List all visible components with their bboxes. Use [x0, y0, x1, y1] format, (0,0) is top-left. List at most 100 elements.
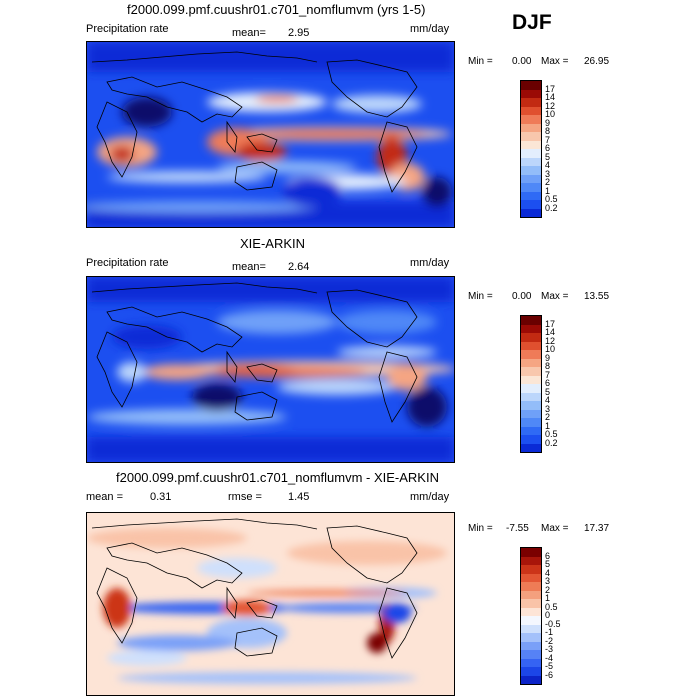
colorbar-segment [521, 140, 541, 149]
colorbar-tick-label: 4 [545, 395, 551, 405]
colorbar-segment [521, 191, 541, 200]
colorbar-tick-label: 0.2 [545, 202, 558, 213]
colorbar-segment [521, 157, 541, 166]
colorbar-segment [521, 556, 541, 565]
colorbar-tick-label: 4 [545, 160, 551, 170]
colorbar-tick-label: 10 [545, 344, 556, 354]
panel-3-rmse-label: rmse = [228, 491, 262, 503]
colorbar-segment [521, 149, 541, 158]
colorbar-segment [521, 132, 541, 141]
colorbar-tick-label: 0 [545, 610, 551, 620]
panel-1-units: mm/day [410, 23, 450, 35]
colorbar-segment [521, 650, 541, 659]
colorbar-segment [521, 324, 541, 333]
panel-1-title: f2000.099.pmf.cuushr01.c701_nomflumvm (y… [127, 2, 426, 17]
colorbar-segment [521, 350, 541, 359]
panel-2-min-label: Min = [468, 291, 493, 302]
panel-1-mean-value: 2.95 [288, 27, 310, 39]
colorbar-tick-label: 5 [545, 559, 551, 569]
colorbar-segment [521, 582, 541, 591]
colorbar-segment [521, 183, 541, 192]
panel-1-colorbar [520, 80, 542, 218]
panel-3-title: f2000.099.pmf.cuushr01.c701_nomflumvm - … [116, 470, 439, 485]
colorbar-segment [521, 316, 541, 325]
colorbar-tick-label: 5 [545, 151, 551, 162]
colorbar-segment [521, 200, 541, 209]
panel-2-map-svg [86, 276, 455, 463]
colorbar-segment [521, 392, 541, 401]
colorbar-segment [521, 166, 541, 175]
panel-3-mean-label: mean = [86, 491, 123, 503]
colorbar-tick-label: 2 [545, 177, 551, 187]
colorbar-segment [521, 418, 541, 427]
colorbar-segment [521, 341, 541, 350]
colorbar-tick-label: 4 [545, 567, 551, 578]
colorbar-tick-label: 9 [545, 352, 551, 363]
colorbar-tick-label: 12 [545, 335, 556, 346]
colorbar-segment [521, 409, 541, 418]
colorbar-tick-label: 10 [545, 109, 556, 119]
colorbar-segment [521, 675, 541, 684]
panel-1-max-label: Max = [541, 56, 569, 67]
panel-3-mean-value: 0.31 [150, 491, 172, 503]
colorbar-tick-label: 0.5 [545, 429, 558, 439]
panel-3-map-svg [86, 512, 455, 696]
panel-1-field-label: Precipitation rate [86, 23, 169, 35]
panel-2-mean-value: 2.64 [288, 261, 310, 273]
panel-2-map [86, 276, 455, 463]
colorbar-tick-label: 9 [545, 117, 551, 128]
colorbar-segment [521, 641, 541, 650]
panel-2-mean-label: mean= [232, 261, 266, 273]
colorbar-tick-label: 1 [545, 593, 551, 603]
colorbar-segment [521, 174, 541, 183]
colorbar-segment [521, 443, 541, 452]
colorbar-segment [521, 658, 541, 667]
colorbar-segment [521, 115, 541, 124]
colorbar-segment [521, 599, 541, 608]
colorbar-tick-label: 2 [545, 412, 551, 422]
colorbar-tick-label: 8 [545, 126, 551, 136]
colorbar-segment [521, 89, 541, 98]
panel-2-min-value: 0.00 [512, 291, 532, 302]
panel-3-map [86, 512, 455, 696]
colorbar-segment [521, 565, 541, 574]
panel-3-rmse-value: 1.45 [288, 491, 310, 503]
panel-2-units: mm/day [410, 257, 450, 269]
panel-3-colorbar [520, 547, 542, 685]
colorbar-tick-label: 5 [545, 386, 551, 397]
colorbar-segment [521, 81, 541, 90]
colorbar-tick-label: 3 [545, 576, 551, 586]
colorbar-tick-label: -4 [545, 652, 554, 663]
colorbar-segment [521, 384, 541, 393]
colorbar-segment [521, 590, 541, 599]
colorbar-tick-label: -2 [545, 635, 554, 646]
panel-3-units: mm/day [410, 491, 450, 503]
panel-1-max-value: 26.95 [584, 56, 610, 67]
panel-1-map-svg [86, 41, 455, 228]
colorbar-tick-label: -3 [545, 644, 554, 654]
colorbar-tick-label: 3 [545, 168, 551, 179]
panel-3-min-label: Min = [468, 523, 493, 534]
season-label: DJF [512, 11, 552, 34]
panel-2-field-label: Precipitation rate [86, 257, 169, 269]
colorbar-tick-label: 17 [545, 83, 556, 94]
panel-1-min-label: Min = [468, 56, 493, 67]
panel-1-map [86, 41, 455, 228]
colorbar-tick-label: 2 [545, 584, 551, 595]
colorbar-tick-label: 0.5 [545, 601, 558, 612]
colorbar-segment [521, 375, 541, 384]
colorbar-tick-label: 1 [545, 420, 551, 431]
colorbar-segment [521, 633, 541, 642]
colorbar-segment [521, 426, 541, 435]
colorbar-segment [521, 667, 541, 676]
colorbar-tick-label: 7 [545, 134, 551, 145]
panel-1-min-value: 0.00 [512, 56, 532, 67]
colorbar-segment [521, 401, 541, 410]
colorbar-segment [521, 333, 541, 342]
colorbar-segment [521, 123, 541, 132]
colorbar-segment [521, 106, 541, 115]
colorbar-tick-label: 6 [545, 378, 551, 388]
colorbar-segment [521, 548, 541, 557]
panel-3-max-value: 17.37 [584, 523, 610, 534]
panel-2-max-value: 13.55 [584, 291, 610, 302]
